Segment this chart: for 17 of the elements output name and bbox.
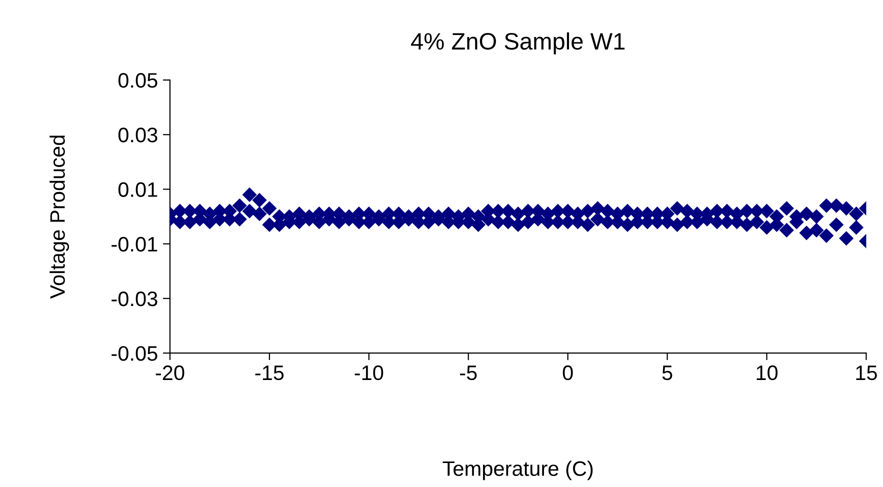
y-tick-label: 0.01 [118,182,158,197]
y-tick-label: -0.01 [112,236,158,252]
y-tick-label: 0.05 [118,73,158,88]
x-tick-label: -5 [460,366,477,380]
x-tick-label: 15 [856,366,877,380]
x-tick-label: 0 [562,365,573,380]
y-tick-label: 0.03 [118,128,158,142]
y-axis-title: Voltage Produced [50,136,70,299]
x-tick-label: 10 [756,365,778,380]
y-tick-label: -0.03 [112,291,158,306]
x-tick-label: 5 [662,366,672,380]
x-tick-label: -10 [354,365,384,380]
x-tick-label: -15 [255,366,284,380]
x-tick-label: -20 [156,365,184,380]
chart-title: 4% ZnO Sample W1 [411,32,625,54]
x-axis-title: Temperature (C) [442,460,593,480]
y-tick-label: -0.05 [112,346,158,361]
